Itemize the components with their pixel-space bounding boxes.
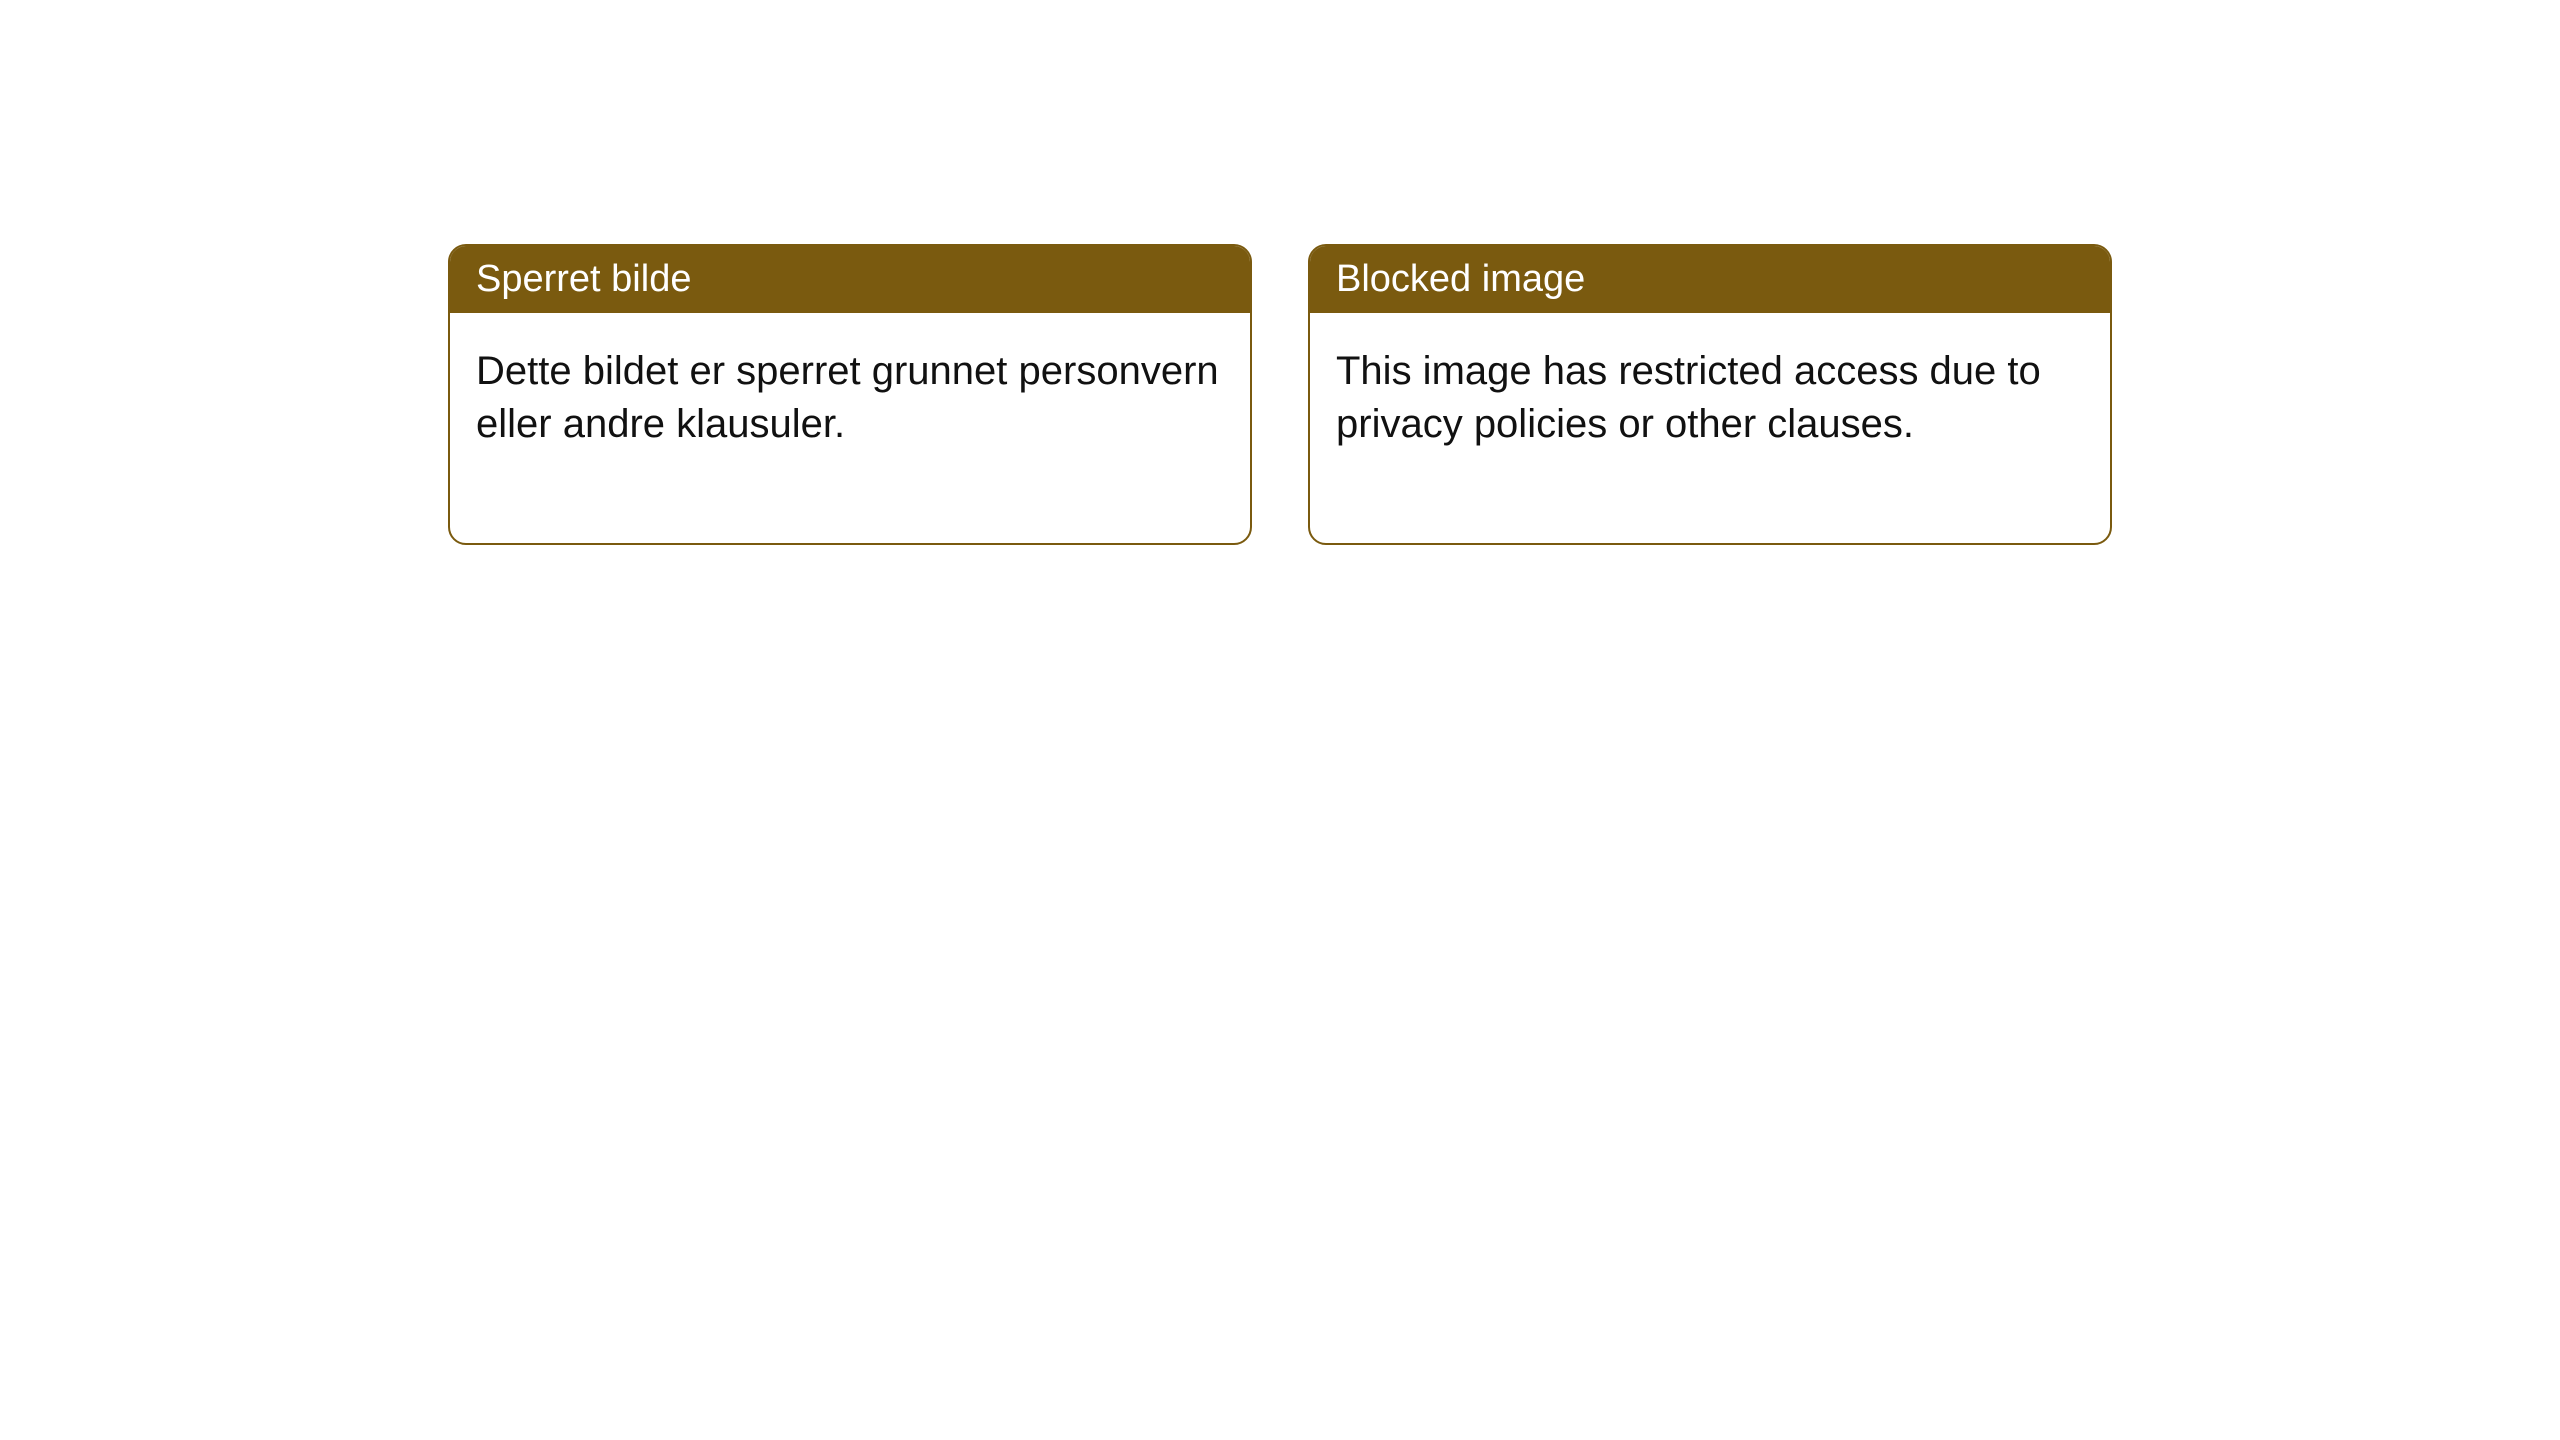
blocked-image-notice-container: Sperret bilde Dette bildet er sperret gr… (448, 244, 2112, 545)
panel-body-en: This image has restricted access due to … (1310, 313, 2110, 543)
panel-title-en: Blocked image (1336, 258, 1585, 300)
panel-header-en: Blocked image (1310, 246, 2110, 313)
panel-body-no: Dette bildet er sperret grunnet personve… (450, 313, 1250, 543)
panel-message-no: Dette bildet er sperret grunnet personve… (476, 349, 1219, 446)
panel-title-no: Sperret bilde (476, 258, 691, 300)
blocked-image-panel-en: Blocked image This image has restricted … (1308, 244, 2112, 545)
panel-header-no: Sperret bilde (450, 246, 1250, 313)
panel-message-en: This image has restricted access due to … (1336, 349, 2041, 446)
blocked-image-panel-no: Sperret bilde Dette bildet er sperret gr… (448, 244, 1252, 545)
